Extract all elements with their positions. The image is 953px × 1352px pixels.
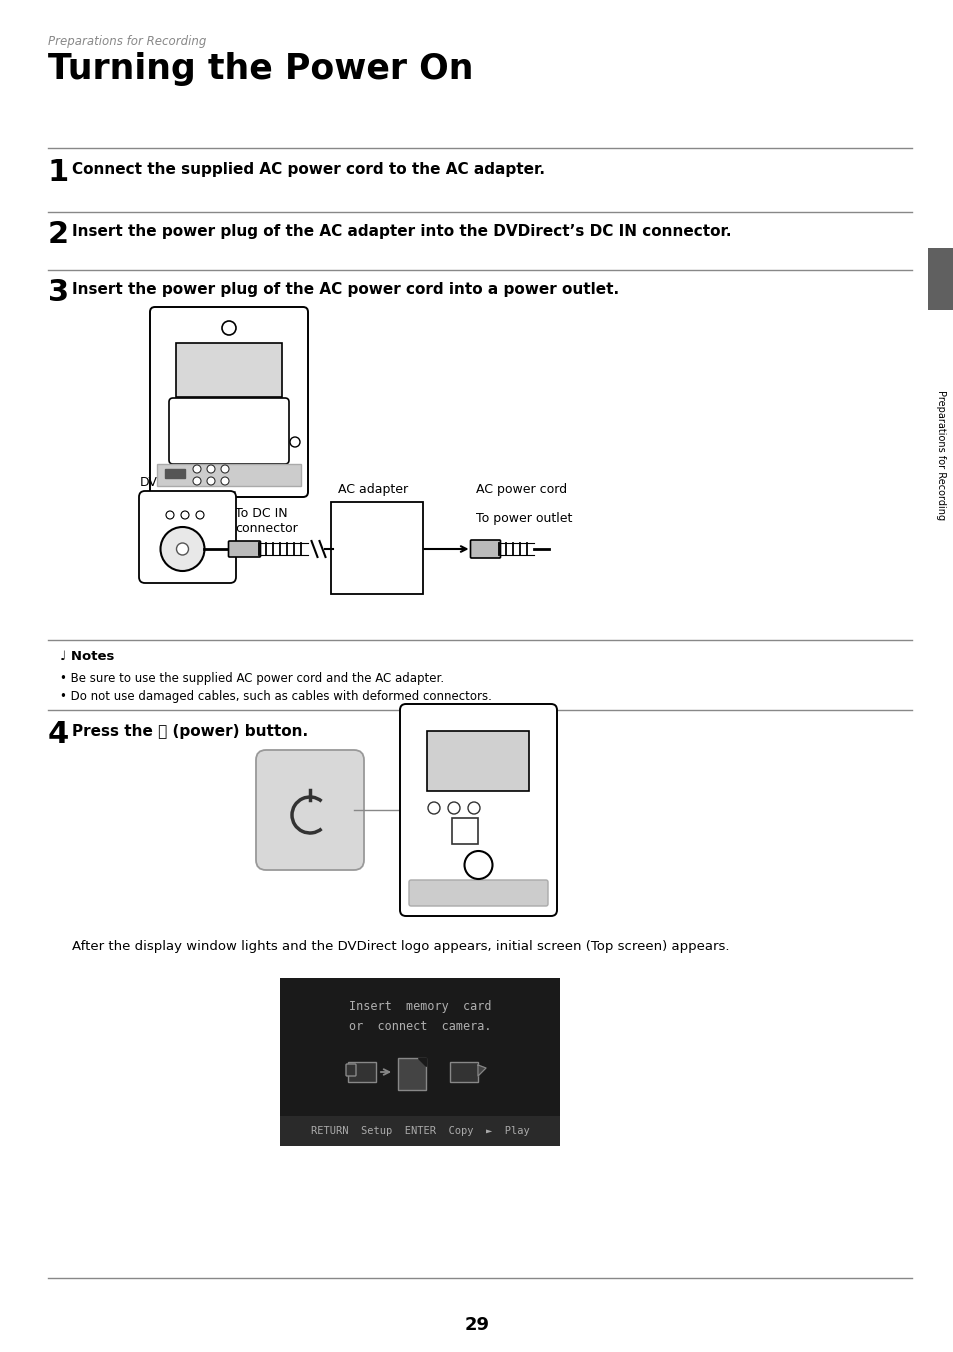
Circle shape: [221, 465, 229, 473]
Text: • Do not use damaged cables, such as cables with deformed connectors.: • Do not use damaged cables, such as cab…: [60, 690, 492, 703]
Circle shape: [222, 320, 235, 335]
FancyBboxPatch shape: [470, 539, 500, 558]
Text: Connect the supplied AC power cord to the AC adapter.: Connect the supplied AC power cord to th…: [71, 162, 544, 177]
Bar: [280, 1115, 559, 1146]
FancyBboxPatch shape: [346, 1064, 355, 1076]
Text: RETURN  Setup  ENTER  Copy  ►  Play: RETURN Setup ENTER Copy ► Play: [311, 1126, 529, 1136]
Circle shape: [464, 850, 492, 879]
Bar: [157, 464, 301, 485]
FancyBboxPatch shape: [331, 502, 423, 594]
Text: 3: 3: [48, 279, 69, 307]
Text: or  connect  camera.: or connect camera.: [349, 1019, 491, 1033]
Text: Press the ⏻ (power) button.: Press the ⏻ (power) button.: [71, 725, 308, 740]
Text: DVDirect: DVDirect: [140, 476, 195, 489]
FancyBboxPatch shape: [409, 880, 547, 906]
Circle shape: [166, 511, 173, 519]
Text: ♩ Notes: ♩ Notes: [60, 650, 114, 662]
FancyBboxPatch shape: [175, 343, 282, 397]
Polygon shape: [477, 1065, 485, 1076]
Text: After the display window lights and the DVDirect logo appears, initial screen (T: After the display window lights and the …: [71, 940, 729, 953]
Text: Insert  memory  card: Insert memory card: [349, 1000, 491, 1013]
Text: AC power cord: AC power cord: [476, 483, 567, 496]
Circle shape: [176, 544, 189, 556]
Text: AC adapter: AC adapter: [338, 483, 408, 496]
Circle shape: [290, 437, 299, 448]
Text: Turning the Power On: Turning the Power On: [48, 51, 473, 87]
Text: • Be sure to use the supplied AC power cord and the AC adapter.: • Be sure to use the supplied AC power c…: [60, 672, 444, 685]
Text: 29: 29: [464, 1315, 489, 1334]
Circle shape: [207, 477, 214, 485]
Circle shape: [160, 527, 204, 571]
Text: Insert the power plug of the AC power cord into a power outlet.: Insert the power plug of the AC power co…: [71, 283, 618, 297]
Circle shape: [195, 511, 204, 519]
Bar: [280, 977, 559, 1146]
FancyBboxPatch shape: [255, 750, 364, 869]
Circle shape: [221, 477, 229, 485]
Circle shape: [193, 465, 201, 473]
FancyBboxPatch shape: [150, 307, 308, 498]
Circle shape: [468, 802, 479, 814]
Text: Preparations for Recording: Preparations for Recording: [935, 389, 945, 521]
Text: Insert the power plug of the AC adapter into the DVDirect’s DC IN connector.: Insert the power plug of the AC adapter …: [71, 224, 731, 239]
Text: To power outlet: To power outlet: [476, 512, 572, 525]
FancyBboxPatch shape: [229, 541, 260, 557]
Text: 1: 1: [48, 158, 70, 187]
Circle shape: [207, 465, 214, 473]
Circle shape: [181, 511, 189, 519]
Circle shape: [193, 477, 201, 485]
FancyBboxPatch shape: [139, 491, 235, 583]
FancyBboxPatch shape: [427, 731, 529, 791]
Circle shape: [448, 802, 459, 814]
Bar: [348, 1063, 375, 1082]
Bar: [165, 469, 185, 479]
Text: Preparations for Recording: Preparations for Recording: [48, 35, 206, 49]
FancyBboxPatch shape: [452, 818, 477, 844]
FancyBboxPatch shape: [399, 704, 557, 917]
Bar: [397, 1059, 426, 1090]
Bar: [927, 247, 953, 310]
Text: 2: 2: [48, 220, 69, 249]
Bar: [450, 1063, 477, 1082]
Polygon shape: [417, 1059, 426, 1065]
Circle shape: [428, 802, 439, 814]
FancyBboxPatch shape: [169, 397, 289, 464]
Text: 4: 4: [48, 721, 70, 749]
Text: To DC IN
connector: To DC IN connector: [234, 507, 297, 535]
